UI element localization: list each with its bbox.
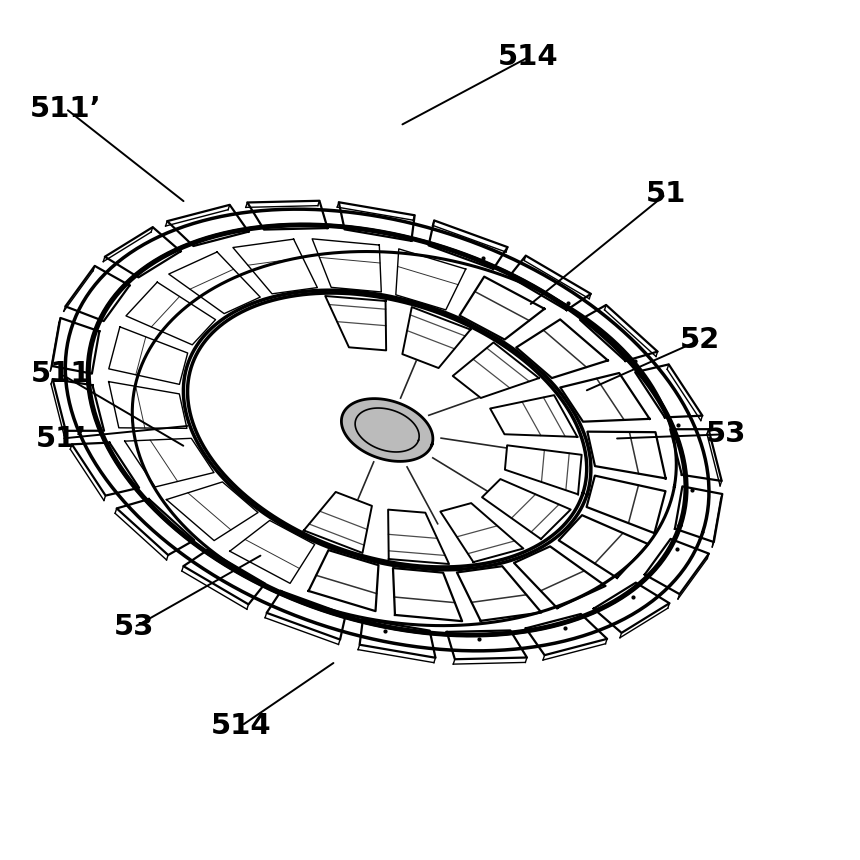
Polygon shape bbox=[393, 568, 462, 621]
Polygon shape bbox=[325, 296, 386, 350]
Polygon shape bbox=[167, 205, 249, 246]
Polygon shape bbox=[402, 307, 470, 368]
Text: 514: 514 bbox=[211, 712, 272, 740]
Polygon shape bbox=[309, 550, 378, 611]
Polygon shape bbox=[65, 266, 130, 321]
Polygon shape bbox=[230, 520, 315, 583]
Polygon shape bbox=[490, 395, 577, 437]
Polygon shape bbox=[509, 255, 591, 310]
Polygon shape bbox=[587, 476, 666, 533]
Polygon shape bbox=[183, 290, 591, 570]
Polygon shape bbox=[233, 239, 317, 294]
Polygon shape bbox=[117, 499, 194, 555]
Polygon shape bbox=[452, 342, 539, 398]
Polygon shape bbox=[396, 249, 466, 310]
Polygon shape bbox=[428, 220, 507, 269]
Text: 51’: 51’ bbox=[35, 425, 87, 452]
Polygon shape bbox=[248, 200, 328, 230]
Polygon shape bbox=[304, 492, 372, 553]
Polygon shape bbox=[267, 591, 346, 640]
Polygon shape bbox=[645, 539, 709, 594]
Text: 511: 511 bbox=[31, 360, 92, 388]
Polygon shape bbox=[561, 373, 649, 421]
Polygon shape bbox=[505, 445, 581, 494]
Text: 52: 52 bbox=[680, 326, 720, 354]
Polygon shape bbox=[388, 510, 449, 564]
Polygon shape bbox=[593, 582, 669, 633]
Polygon shape bbox=[167, 482, 258, 541]
Polygon shape bbox=[169, 252, 261, 314]
Polygon shape bbox=[46, 196, 728, 664]
Text: 53: 53 bbox=[114, 613, 155, 642]
Text: 514: 514 bbox=[498, 43, 559, 71]
Polygon shape bbox=[72, 443, 139, 495]
Polygon shape bbox=[312, 239, 381, 292]
Polygon shape bbox=[108, 327, 187, 384]
Polygon shape bbox=[459, 277, 544, 340]
Polygon shape bbox=[670, 429, 722, 481]
Polygon shape bbox=[125, 439, 214, 487]
Polygon shape bbox=[580, 305, 658, 361]
Polygon shape bbox=[108, 382, 187, 428]
Polygon shape bbox=[341, 399, 433, 461]
Polygon shape bbox=[559, 515, 648, 578]
Polygon shape bbox=[514, 546, 605, 608]
Polygon shape bbox=[447, 630, 527, 660]
Polygon shape bbox=[440, 503, 524, 562]
Polygon shape bbox=[105, 227, 181, 278]
Polygon shape bbox=[516, 319, 608, 378]
Polygon shape bbox=[636, 365, 703, 417]
Polygon shape bbox=[457, 566, 541, 621]
Text: 53: 53 bbox=[705, 421, 746, 448]
Text: 511’: 511’ bbox=[30, 95, 101, 122]
Polygon shape bbox=[183, 550, 265, 605]
Polygon shape bbox=[359, 619, 435, 658]
Polygon shape bbox=[482, 479, 571, 539]
Polygon shape bbox=[587, 432, 666, 478]
Polygon shape bbox=[339, 202, 415, 241]
Polygon shape bbox=[52, 318, 100, 373]
Polygon shape bbox=[525, 614, 607, 655]
Polygon shape bbox=[52, 379, 104, 431]
Text: 51: 51 bbox=[646, 181, 686, 208]
Polygon shape bbox=[675, 487, 722, 542]
Polygon shape bbox=[126, 282, 216, 345]
